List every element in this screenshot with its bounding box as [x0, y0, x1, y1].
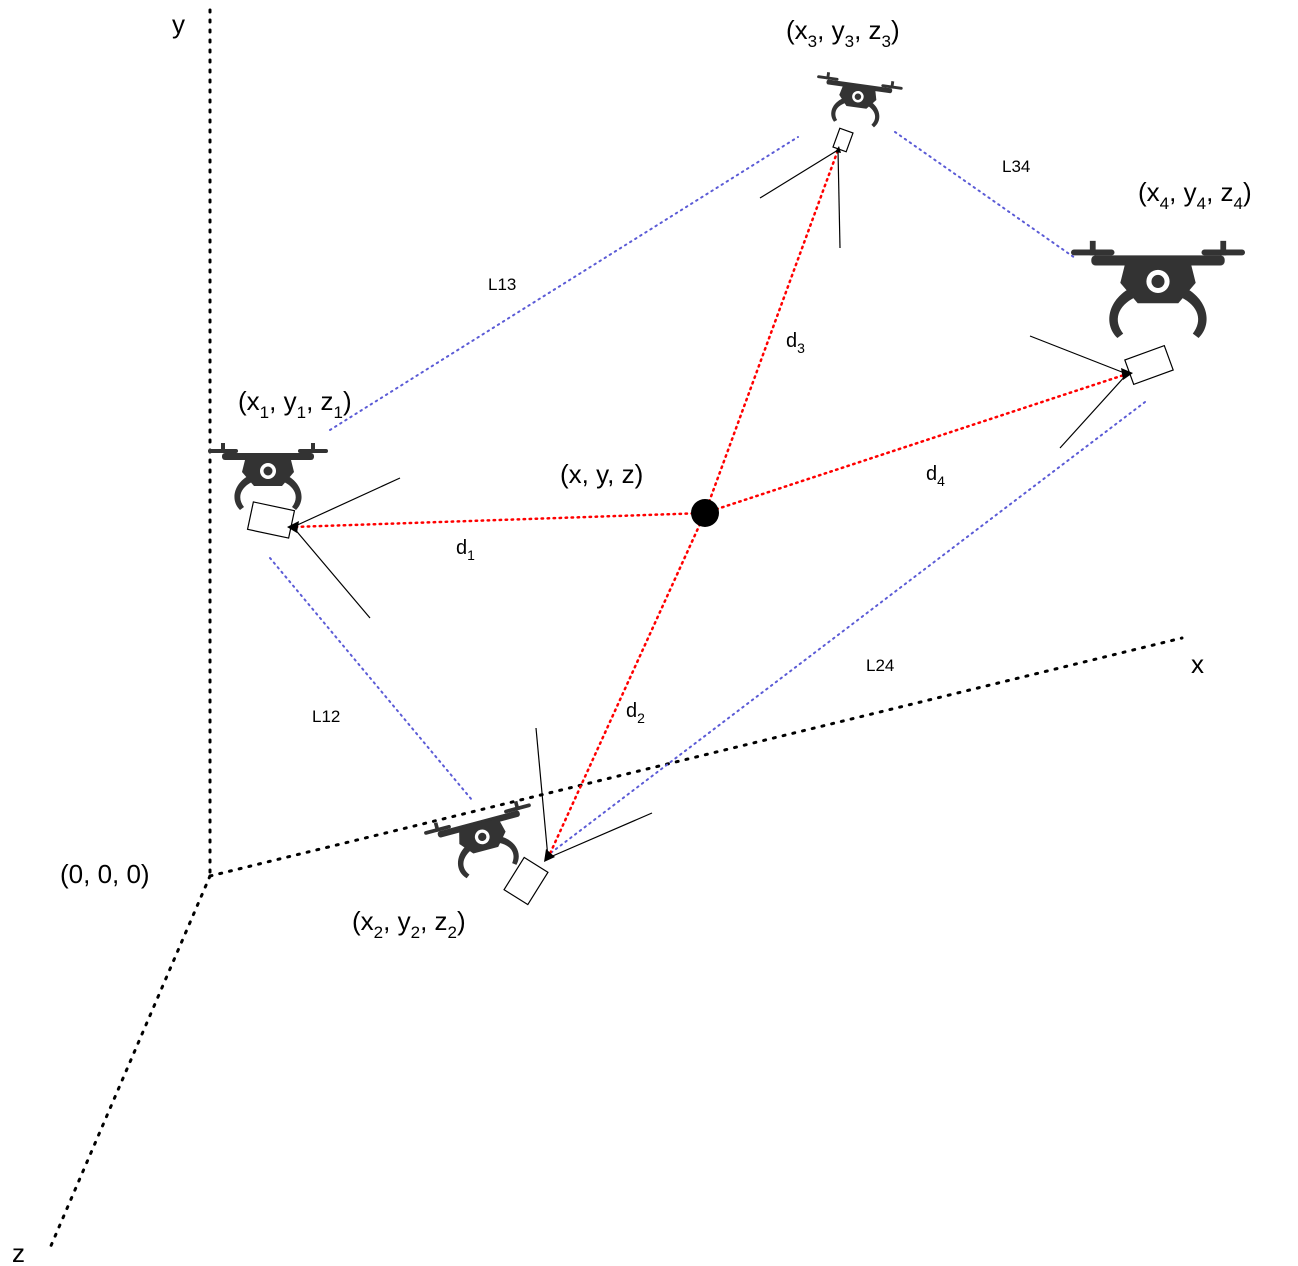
- origin-label: (0, 0, 0): [60, 859, 150, 889]
- y-axis-label: y: [172, 9, 185, 39]
- drone-4: (x4, y4, z4): [1029, 177, 1252, 449]
- drone-4-fov-lower: [1059, 373, 1128, 449]
- distance-line-d2: [546, 511, 707, 860]
- drone-2-camera: [503, 856, 549, 906]
- drone-3-camera-arrow: [835, 146, 841, 153]
- drone-1: (x1, y1, z1): [208, 386, 401, 619]
- drone-2-fov-lower: [547, 812, 653, 859]
- link-l24: [551, 401, 1146, 853]
- drone-3-fov-left: [759, 149, 839, 199]
- drone-4-fov-upper: [1029, 335, 1128, 375]
- z-axis: [48, 874, 212, 1250]
- drone-1-camera-arrow: [287, 521, 299, 533]
- drone-2-label: (x2, y2, z2): [352, 906, 466, 942]
- link-label-l24: L24: [866, 656, 894, 675]
- drone-3-icon: [811, 70, 904, 131]
- drone-3-camera: [832, 127, 854, 153]
- distance-label-d1: d1: [456, 537, 475, 563]
- x-axis-label: x: [1191, 649, 1204, 679]
- drone-1-fov-upper: [292, 477, 401, 528]
- drone-1-camera: [246, 501, 296, 539]
- drone-4-label: (x4, y4, z4): [1138, 177, 1252, 213]
- drone-3-fov-right: [837, 149, 841, 249]
- link-l12: [269, 557, 473, 801]
- link-label-l12: L12: [312, 707, 340, 726]
- target-point: [691, 499, 719, 527]
- link-label-l13: L13: [488, 275, 516, 294]
- drone-3-label: (x3, y3, z3): [786, 15, 900, 51]
- drone-2: (x2, y2, z2): [352, 727, 653, 942]
- distance-label-d4: d4: [926, 463, 945, 489]
- drone-2-camera-arrow: [544, 849, 555, 862]
- distance-label-d3: d3: [786, 330, 805, 356]
- drone-3: (x3, y3, z3): [759, 15, 904, 249]
- drone-1-label: (x1, y1, z1): [238, 386, 352, 422]
- drone-4-camera-arrow: [1121, 368, 1133, 380]
- link-label-l34: L34: [1002, 157, 1030, 176]
- distance-line-d1: [291, 511, 707, 529]
- drone-1-fov-lower: [292, 526, 371, 619]
- drone-2-fov-upper: [535, 727, 549, 859]
- link-l13: [329, 136, 799, 431]
- distance-line-d4: [703, 372, 1129, 515]
- x-axis: [208, 636, 1184, 878]
- distance-label-d2: d2: [626, 700, 645, 726]
- link-l34: [894, 131, 1076, 259]
- target-label: (x, y, z): [560, 459, 643, 489]
- drone-4-icon: [1071, 240, 1245, 338]
- distance-line-d3: [703, 148, 840, 515]
- drone-1-icon: [208, 443, 328, 510]
- drone-4-camera: [1124, 344, 1174, 386]
- z-axis-label: z: [12, 1238, 25, 1266]
